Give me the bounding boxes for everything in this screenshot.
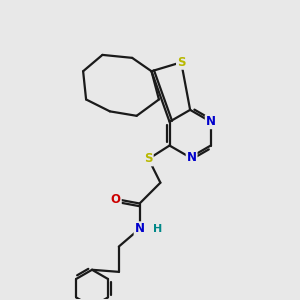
- Text: N: N: [206, 115, 216, 128]
- Text: N: N: [187, 151, 196, 164]
- Text: H: H: [153, 224, 162, 234]
- Text: S: S: [144, 152, 153, 165]
- Text: S: S: [177, 56, 185, 69]
- Text: O: O: [111, 193, 121, 206]
- Text: N: N: [135, 222, 145, 235]
